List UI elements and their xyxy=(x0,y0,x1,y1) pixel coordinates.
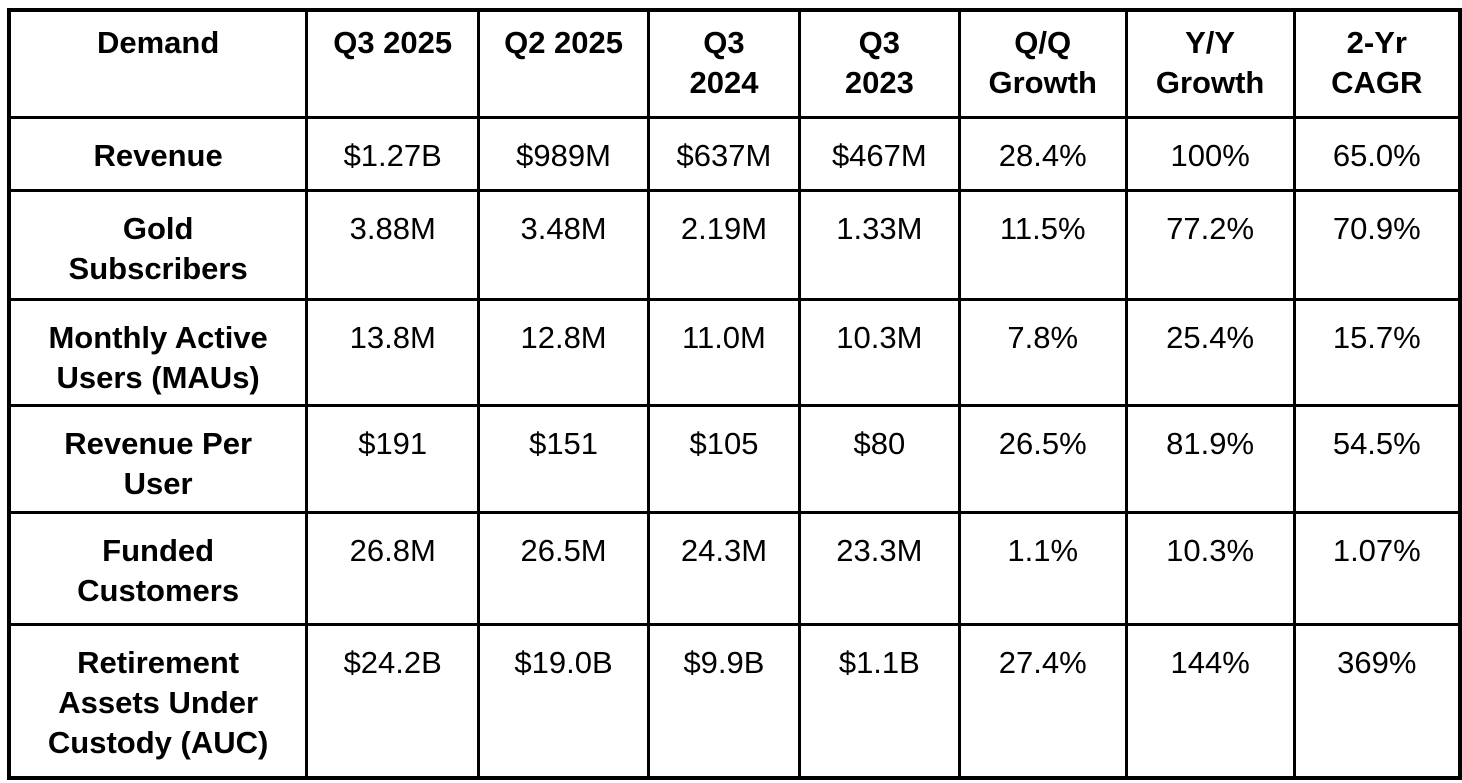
table-row: Monthly Active Users (MAUs) 13.8M 12.8M 11.… xyxy=(7,297,1462,407)
row-label: Funded Customers xyxy=(7,510,309,626)
table-row: Revenue Per User $191 $151 $105 $80 26.5% 81.9… xyxy=(7,403,1462,514)
table-row: Retirement Assets Under Custody (AUC) $24… xyxy=(7,622,1462,780)
metric-cell: $9.9B xyxy=(647,622,801,780)
metric-cell: 1.1% xyxy=(957,510,1128,626)
metric-cell: 26.8M xyxy=(305,510,481,626)
metric-cell: 3.88M xyxy=(305,188,481,301)
metric-cell: 70.9% xyxy=(1292,188,1462,301)
metric-cell: 2.19M xyxy=(647,188,801,301)
metric-cell: 81.9% xyxy=(1124,403,1296,514)
metric-cell: 23.3M xyxy=(797,510,961,626)
metric-cell: $24.2B xyxy=(305,622,481,780)
metric-cell: 369% xyxy=(1292,622,1462,780)
metric-cell: $989M xyxy=(477,115,650,192)
table-row: Gold Subscribers 3.88M 3.48M 2.19M 1.33M 11.5… xyxy=(7,188,1462,301)
metric-cell: 25.4% xyxy=(1124,297,1296,407)
table-body: Revenue $1.27B $989M $637M $467M 28.4% 100% 65.… xyxy=(7,115,1462,780)
table-row: Revenue $1.27B $989M $637M $467M 28.4% 100% 65.… xyxy=(7,115,1462,192)
metric-cell: 7.8% xyxy=(957,297,1128,407)
metric-cell: 13.8M xyxy=(305,297,481,407)
metrics-table-container: Demand Q3 2025 Q2 2025 Q3 2024 Q3 2023 Q/Q Gr… xyxy=(7,8,1462,780)
row-label: Revenue xyxy=(7,115,309,192)
metric-cell: $151 xyxy=(477,403,650,514)
metric-cell: 26.5M xyxy=(477,510,650,626)
metric-cell: 26.5% xyxy=(957,403,1128,514)
metric-cell: 65.0% xyxy=(1292,115,1462,192)
metric-cell: 1.33M xyxy=(797,188,961,301)
column-header: Y/Y Growth xyxy=(1124,8,1296,119)
row-label: Revenue Per User xyxy=(7,403,309,514)
column-header: Q3 2025 xyxy=(305,8,481,119)
metric-cell: $191 xyxy=(305,403,481,514)
metric-cell: 28.4% xyxy=(957,115,1128,192)
metric-cell: $19.0B xyxy=(477,622,650,780)
row-label: Monthly Active Users (MAUs) xyxy=(7,297,309,407)
column-header: Q/Q Growth xyxy=(957,8,1128,119)
metric-cell: $467M xyxy=(797,115,961,192)
metric-cell: 15.7% xyxy=(1292,297,1462,407)
metric-cell: 11.5% xyxy=(957,188,1128,301)
metric-cell: 3.48M xyxy=(477,188,650,301)
row-label: Retirement Assets Under Custody (AUC) xyxy=(7,622,309,780)
metric-cell: $637M xyxy=(647,115,801,192)
metric-cell: 77.2% xyxy=(1124,188,1296,301)
metric-cell: 10.3% xyxy=(1124,510,1296,626)
metric-cell: 54.5% xyxy=(1292,403,1462,514)
table-row: Funded Customers 26.8M 26.5M 24.3M 23.3M 1.1%… xyxy=(7,510,1462,626)
column-header: Q2 2025 xyxy=(477,8,650,119)
metric-cell: 144% xyxy=(1124,622,1296,780)
metric-cell: $1.27B xyxy=(305,115,481,192)
metric-cell: 27.4% xyxy=(957,622,1128,780)
demand-metrics-table: Demand Q3 2025 Q2 2025 Q3 2024 Q3 2023 Q/Q Gr… xyxy=(7,8,1462,780)
metric-cell: 10.3M xyxy=(797,297,961,407)
column-header: Q3 2024 xyxy=(647,8,801,119)
column-header: Q3 2023 xyxy=(797,8,961,119)
metric-cell: 11.0M xyxy=(647,297,801,407)
metric-cell: $1.1B xyxy=(797,622,961,780)
row-label: Gold Subscribers xyxy=(7,188,309,301)
metric-cell: 12.8M xyxy=(477,297,650,407)
column-header-demand: Demand xyxy=(7,8,309,119)
metric-cell: $105 xyxy=(647,403,801,514)
metric-cell: 1.07% xyxy=(1292,510,1462,626)
metric-cell: $80 xyxy=(797,403,961,514)
metric-cell: 24.3M xyxy=(647,510,801,626)
header-row: Demand Q3 2025 Q2 2025 Q3 2024 Q3 2023 Q/Q Gr… xyxy=(7,8,1462,119)
column-header: 2-Yr CAGR xyxy=(1292,8,1462,119)
metric-cell: 100% xyxy=(1124,115,1296,192)
